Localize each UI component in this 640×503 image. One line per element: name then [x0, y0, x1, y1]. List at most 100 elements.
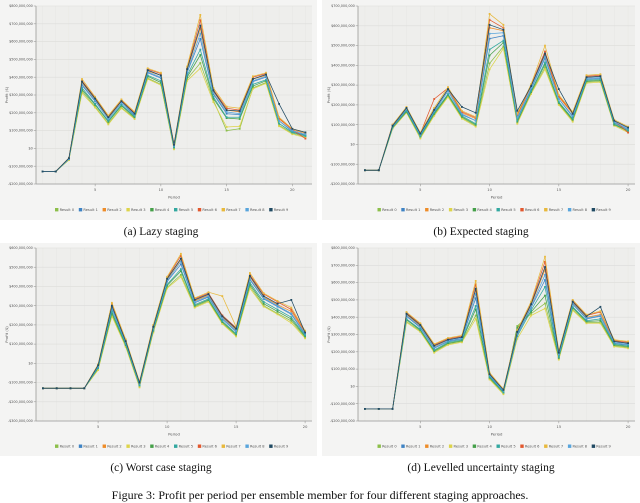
- svg-text:15: 15: [234, 425, 239, 429]
- svg-text:5: 5: [97, 425, 99, 429]
- line-chart-expected-staging: -$200,000,000 -$100,000,000 $0 $100,000,000…: [322, 0, 640, 220]
- svg-text:-$200,000,000: -$200,000,000: [330, 182, 355, 186]
- x-axis-title: Period: [168, 432, 180, 437]
- svg-text:$400,000,000: $400,000,000: [331, 315, 355, 319]
- svg-text:Result 2: Result 2: [107, 208, 122, 212]
- svg-text:$800,000,000: $800,000,000: [331, 246, 355, 250]
- svg-text:-$100,000,000: -$100,000,000: [330, 402, 355, 406]
- svg-text:20: 20: [626, 425, 631, 429]
- svg-text:$300,000,000: $300,000,000: [9, 304, 33, 308]
- line-chart-lazy-staging: -$200,000,000 -$100,000,000 $0 $100,000,000…: [0, 0, 317, 220]
- svg-text:Result 0: Result 0: [382, 208, 397, 212]
- legend: Result 0 Result 1 Result 2 Result 3 Result 4…: [377, 444, 612, 449]
- legend: Result 0 Result 1 Result 2 Result 3 Result 4…: [377, 208, 612, 212]
- svg-text:Result 5: Result 5: [179, 445, 194, 449]
- svg-text:Result 9: Result 9: [596, 208, 611, 212]
- subfigure-grid: -$200,000,000 -$100,000,000 $0 $100,000,000…: [0, 0, 640, 480]
- y-axis-title: Profit ($): [4, 86, 9, 103]
- svg-text:$200,000,000: $200,000,000: [9, 323, 33, 327]
- svg-text:Result 3: Result 3: [454, 208, 469, 212]
- svg-text:$100,000,000: $100,000,000: [9, 342, 33, 346]
- svg-text:Result 0: Result 0: [60, 445, 75, 449]
- axes: -$200,000,000 -$100,000,000 $0 $100,000,000…: [330, 4, 635, 192]
- svg-text:Result 9: Result 9: [274, 445, 289, 449]
- x-axis-title: Period: [491, 195, 503, 200]
- svg-text:-$100,000,000: -$100,000,000: [8, 381, 33, 385]
- svg-text:$400,000,000: $400,000,000: [9, 285, 33, 289]
- svg-text:$400,000,000: $400,000,000: [331, 63, 355, 67]
- svg-text:10: 10: [159, 188, 164, 192]
- svg-text:$100,000,000: $100,000,000: [9, 129, 33, 133]
- svg-text:Result 8: Result 8: [573, 208, 588, 212]
- svg-text:$200,000,000: $200,000,000: [331, 350, 355, 354]
- svg-text:Result 7: Result 7: [226, 445, 241, 449]
- svg-text:$300,000,000: $300,000,000: [331, 83, 355, 87]
- svg-text:Result 5: Result 5: [501, 208, 516, 212]
- svg-text:-$200,000,000: -$200,000,000: [8, 400, 33, 404]
- svg-text:Result 7: Result 7: [226, 208, 241, 212]
- svg-text:-$300,000,000: -$300,000,000: [8, 419, 33, 423]
- svg-text:Result 7: Result 7: [549, 208, 564, 212]
- line-chart-worst-case-staging: -$300,000,000 -$200,000,000 -$100,000,000 $…: [0, 243, 317, 456]
- line-chart-levelled-uncertainty-staging: -$200,000,000 -$100,000,000 $0 $100,000,000…: [322, 243, 640, 456]
- svg-text:Result 3: Result 3: [131, 445, 146, 449]
- series-lines: [364, 255, 629, 410]
- svg-text:Result 7: Result 7: [549, 445, 564, 449]
- svg-text:$600,000,000: $600,000,000: [331, 24, 355, 28]
- svg-text:Result 2: Result 2: [107, 445, 122, 449]
- svg-text:Result 1: Result 1: [83, 445, 98, 449]
- svg-text:Result 3: Result 3: [454, 445, 469, 449]
- svg-text:15: 15: [557, 188, 562, 192]
- svg-text:$500,000,000: $500,000,000: [9, 58, 33, 62]
- axes: -$300,000,000 -$200,000,000 -$100,000,000 $…: [8, 246, 312, 429]
- svg-text:$0: $0: [350, 385, 354, 389]
- svg-text:Result 3: Result 3: [131, 208, 146, 212]
- svg-text:Result 6: Result 6: [525, 208, 540, 212]
- y-axis-title: Profit ($): [4, 326, 9, 343]
- subfigure-caption-a: (a) Lazy staging: [0, 220, 322, 243]
- series-lines: [41, 14, 307, 173]
- svg-text:$100,000,000: $100,000,000: [331, 367, 355, 371]
- axes: -$200,000,000 -$100,000,000 $0 $100,000,000…: [8, 4, 312, 192]
- figure-caption: Figure 3: Profit per period per ensemble…: [111, 488, 529, 502]
- left-column: -$200,000,000 -$100,000,000 $0 $100,000,000…: [0, 0, 322, 480]
- plot-area: [36, 248, 312, 421]
- svg-text:-$100,000,000: -$100,000,000: [330, 162, 355, 166]
- svg-text:$100,000,000: $100,000,000: [331, 123, 355, 127]
- svg-text:Result 8: Result 8: [250, 208, 265, 212]
- svg-text:Result 4: Result 4: [155, 208, 170, 212]
- svg-text:Result 9: Result 9: [274, 208, 289, 212]
- svg-text:Result 8: Result 8: [573, 445, 588, 449]
- axes: -$200,000,000 -$100,000,000 $0 $100,000,000…: [330, 246, 635, 429]
- svg-text:$0: $0: [28, 147, 32, 151]
- gridlines: [358, 5, 635, 185]
- subfigure-caption-d: (d) Levelled uncertainty staging: [322, 456, 640, 480]
- svg-text:5: 5: [94, 188, 96, 192]
- legend: Result 0 Result 1 Result 2 Result 3 Result 4…: [55, 208, 289, 212]
- svg-text:$500,000,000: $500,000,000: [331, 298, 355, 302]
- svg-text:Result 1: Result 1: [406, 445, 421, 449]
- svg-text:-$100,000,000: -$100,000,000: [8, 164, 33, 168]
- svg-text:Result 5: Result 5: [501, 445, 516, 449]
- subfigure-caption-b: (b) Expected staging: [322, 220, 640, 243]
- svg-text:Result 6: Result 6: [525, 445, 540, 449]
- svg-text:10: 10: [487, 188, 492, 192]
- svg-text:Result 6: Result 6: [202, 208, 217, 212]
- svg-text:$600,000,000: $600,000,000: [331, 281, 355, 285]
- svg-text:$500,000,000: $500,000,000: [9, 265, 33, 269]
- svg-text:Result 1: Result 1: [83, 208, 98, 212]
- y-axis-title: Profit ($): [326, 326, 331, 343]
- svg-text:-$200,000,000: -$200,000,000: [330, 419, 355, 423]
- series-lines: [42, 252, 306, 390]
- svg-text:Result 4: Result 4: [477, 445, 492, 449]
- plot-area: [358, 6, 635, 184]
- svg-text:Result 2: Result 2: [430, 208, 445, 212]
- svg-text:Result 5: Result 5: [179, 208, 194, 212]
- svg-text:Result 9: Result 9: [596, 445, 611, 449]
- svg-text:$0: $0: [350, 143, 354, 147]
- svg-text:20: 20: [303, 425, 308, 429]
- svg-text:$700,000,000: $700,000,000: [331, 263, 355, 267]
- svg-text:$200,000,000: $200,000,000: [9, 111, 33, 115]
- svg-text:$400,000,000: $400,000,000: [9, 75, 33, 79]
- svg-text:Result 2: Result 2: [430, 445, 445, 449]
